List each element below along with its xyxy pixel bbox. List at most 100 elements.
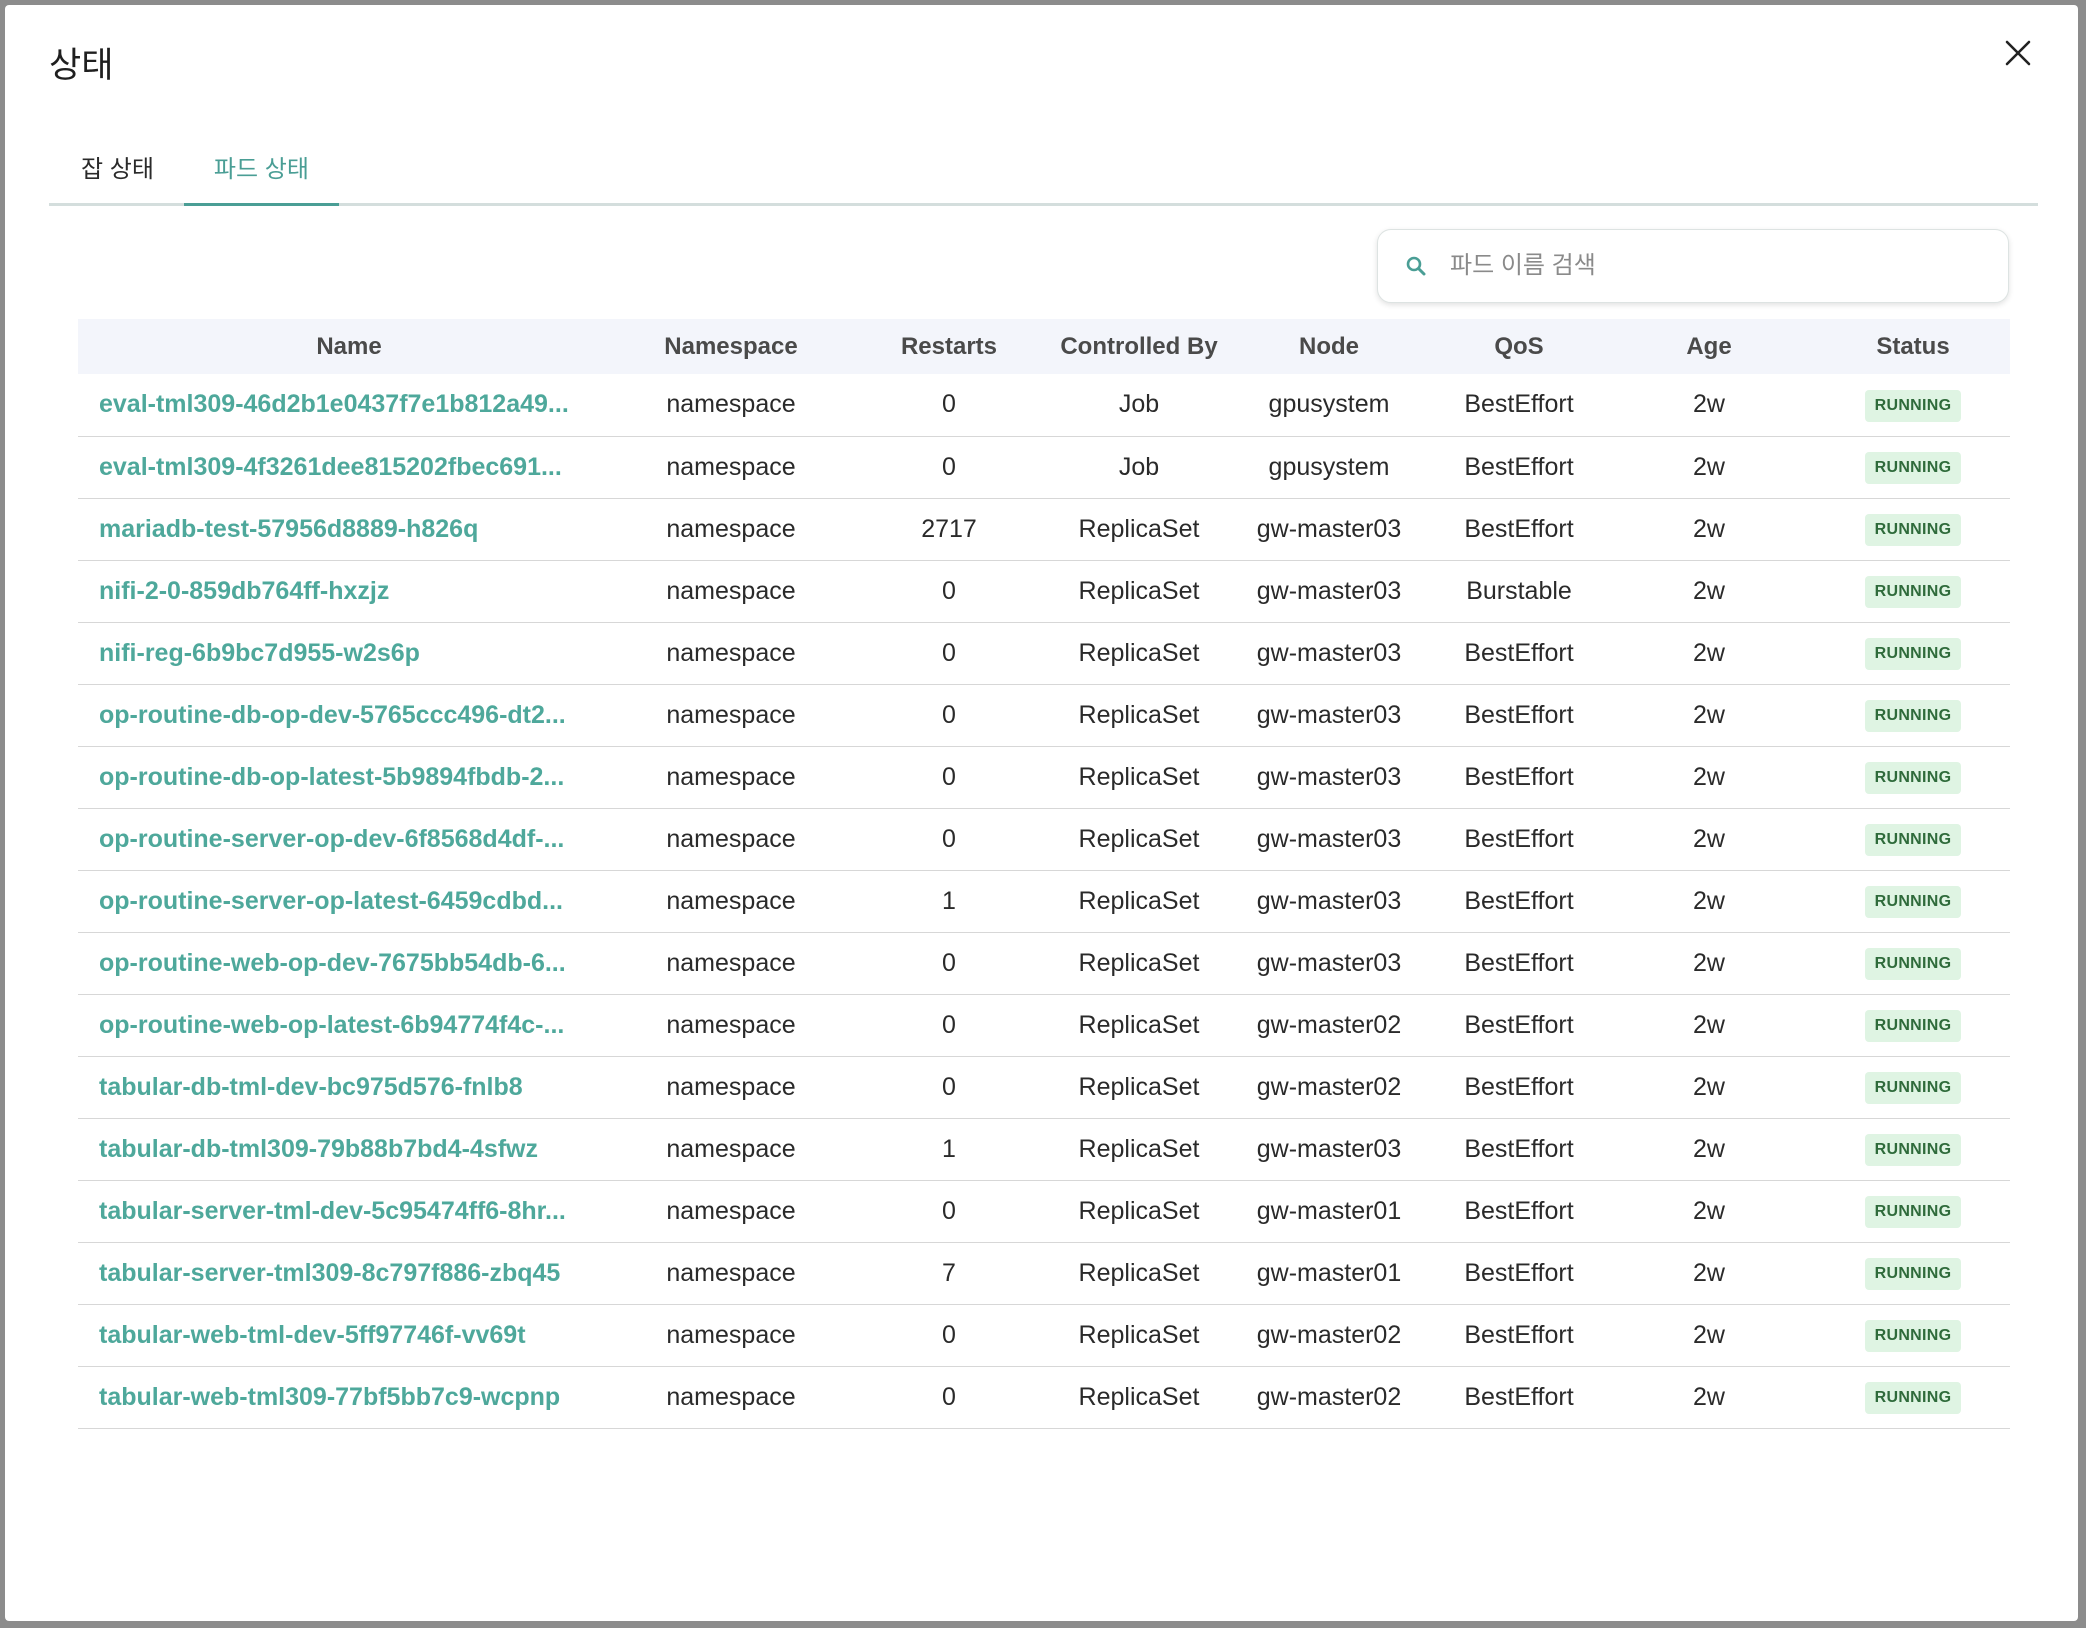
status-cell: RUNNING	[1816, 684, 2010, 746]
table-row: tabular-db-tml-dev-bc975d576-fnlb8 namesp…	[78, 1056, 2010, 1118]
age-cell: 2w	[1693, 1258, 1725, 1287]
pod-name-link[interactable]: tabular-server-tml309-8c797f886-zbq45	[99, 1258, 561, 1287]
qos-cell: BestEffort	[1464, 1196, 1574, 1225]
pod-status-modal: 상태 잡 상태 파드 상태	[5, 5, 2078, 1621]
age-cell: 2w	[1693, 390, 1725, 419]
column-header-restarts[interactable]: Restarts	[900, 332, 998, 360]
status-badge: RUNNING	[1864, 1196, 1962, 1228]
restarts-cell: 2717	[921, 514, 977, 543]
qos-cell: BestEffort	[1464, 390, 1574, 419]
status-badge: RUNNING	[1864, 824, 1962, 856]
qos-cell: BestEffort	[1464, 1320, 1574, 1349]
node-cell: gw-master02	[1256, 1010, 1402, 1039]
status-badge: RUNNING	[1864, 1382, 1962, 1414]
close-button[interactable]	[1998, 33, 2038, 73]
node-cell: gw-master01	[1256, 1258, 1402, 1287]
namespace-cell: namespace	[666, 390, 796, 419]
pod-name-link[interactable]: op-routine-db-op-latest-5b9894fbdb-2...	[99, 762, 565, 791]
controlled-by-cell: ReplicaSet	[1078, 948, 1200, 977]
restarts-cell: 7	[942, 1258, 956, 1287]
qos-cell: BestEffort	[1464, 1010, 1574, 1039]
namespace-cell: namespace	[666, 1196, 796, 1225]
pod-name-link[interactable]: tabular-web-tml309-77bf5bb7c9-wcpnp	[99, 1382, 561, 1411]
status-badge: RUNNING	[1864, 1072, 1962, 1104]
controlled-by-cell: ReplicaSet	[1078, 576, 1200, 605]
pod-name-link[interactable]: tabular-web-tml-dev-5ff97746f-vv69t	[99, 1320, 526, 1349]
restarts-cell: 0	[942, 638, 956, 667]
status-badge: RUNNING	[1864, 762, 1962, 794]
tab-pod-status[interactable]: 파드 상태	[183, 130, 339, 206]
controlled-by-cell: ReplicaSet	[1078, 1258, 1200, 1287]
pod-name-link[interactable]: eval-tml309-4f3261dee815202fbec691...	[99, 452, 562, 481]
qos-cell: Burstable	[1466, 576, 1572, 605]
qos-cell: BestEffort	[1464, 638, 1574, 667]
node-cell: gw-master03	[1256, 1134, 1402, 1163]
node-cell: gw-master03	[1256, 886, 1402, 915]
status-cell: RUNNING	[1816, 622, 2010, 684]
pod-name-link[interactable]: op-routine-server-op-latest-6459cdbd...	[99, 886, 563, 915]
controlled-by-cell: ReplicaSet	[1078, 1382, 1200, 1411]
pod-name-link[interactable]: mariadb-test-57956d8889-h826q	[99, 514, 479, 543]
status-badge: RUNNING	[1864, 1134, 1962, 1166]
namespace-cell: namespace	[666, 700, 796, 729]
pod-name-link[interactable]: nifi-2-0-859db764ff-hxzjz	[99, 576, 390, 605]
age-cell: 2w	[1693, 1134, 1725, 1163]
status-cell: RUNNING	[1816, 808, 2010, 870]
status-cell: RUNNING	[1816, 746, 2010, 808]
controlled-by-cell: ReplicaSet	[1078, 886, 1200, 915]
pod-name-link[interactable]: tabular-db-tml-dev-bc975d576-fnlb8	[99, 1072, 523, 1101]
status-badge: RUNNING	[1864, 1258, 1962, 1290]
node-cell: gw-master01	[1256, 1196, 1402, 1225]
controlled-by-cell: ReplicaSet	[1078, 700, 1200, 729]
pod-name-link[interactable]: op-routine-server-op-dev-6f8568d4df-...	[99, 824, 565, 853]
table-row: eval-tml309-46d2b1e0437f7e1b812a49... nam…	[78, 374, 2010, 436]
namespace-cell: namespace	[666, 638, 796, 667]
status-badge: RUNNING	[1864, 576, 1962, 608]
pods-table: Name Namespace Restarts Controlled By No…	[78, 319, 2010, 1429]
namespace-cell: namespace	[666, 886, 796, 915]
namespace-cell: namespace	[666, 948, 796, 977]
namespace-cell: namespace	[666, 1072, 796, 1101]
age-cell: 2w	[1693, 1072, 1725, 1101]
table-row: tabular-web-tml-dev-5ff97746f-vv69t names…	[78, 1304, 2010, 1366]
table-row: op-routine-db-op-latest-5b9894fbdb-2... n…	[78, 746, 2010, 808]
pod-name-link[interactable]: op-routine-web-op-latest-6b94774f4c-...	[99, 1010, 565, 1039]
column-header-status[interactable]: Status	[1876, 332, 1950, 360]
pod-name-link[interactable]: eval-tml309-46d2b1e0437f7e1b812a49...	[99, 390, 569, 419]
qos-cell: BestEffort	[1464, 762, 1574, 791]
namespace-cell: namespace	[666, 514, 796, 543]
column-header-qos[interactable]: QoS	[1494, 332, 1544, 360]
column-header-name[interactable]: Name	[316, 332, 382, 360]
node-cell: gpusystem	[1268, 452, 1390, 481]
pod-name-link[interactable]: tabular-server-tml-dev-5c95474ff6-8hr...	[99, 1196, 566, 1225]
pod-name-link[interactable]: op-routine-db-op-dev-5765ccc496-dt2...	[99, 700, 566, 729]
restarts-cell: 0	[942, 1072, 956, 1101]
restarts-cell: 0	[942, 1382, 956, 1411]
age-cell: 2w	[1693, 700, 1725, 729]
search-input[interactable]	[1448, 251, 1972, 281]
status-cell: RUNNING	[1816, 1180, 2010, 1242]
restarts-cell: 0	[942, 824, 956, 853]
column-header-age[interactable]: Age	[1686, 332, 1732, 360]
column-header-node[interactable]: Node	[1299, 332, 1359, 360]
pod-name-link[interactable]: op-routine-web-op-dev-7675bb54db-6...	[99, 948, 566, 977]
table-row: op-routine-db-op-dev-5765ccc496-dt2... na…	[78, 684, 2010, 746]
table-row: nifi-reg-6b9bc7d955-w2s6p namespace 0 Repli…	[78, 622, 2010, 684]
pod-name-link[interactable]: tabular-db-tml309-79b88b7bd4-4sfwz	[99, 1134, 538, 1163]
table-row: eval-tml309-4f3261dee815202fbec691... nam…	[78, 436, 2010, 498]
status-badge: RUNNING	[1864, 700, 1962, 732]
pod-name-link[interactable]: nifi-reg-6b9bc7d955-w2s6p	[99, 638, 420, 667]
restarts-cell: 0	[942, 762, 956, 791]
column-header-controlled-by[interactable]: Controlled By	[1060, 332, 1218, 360]
table-row: mariadb-test-57956d8889-h826q namespace 27…	[78, 498, 2010, 560]
status-cell: RUNNING	[1816, 374, 2010, 436]
node-cell: gw-master02	[1256, 1320, 1402, 1349]
controlled-by-cell: ReplicaSet	[1078, 762, 1200, 791]
table-row: nifi-2-0-859db764ff-hxzjz namespace 0 Repli…	[78, 560, 2010, 622]
column-header-namespace[interactable]: Namespace	[664, 332, 798, 360]
controlled-by-cell: ReplicaSet	[1078, 514, 1200, 543]
controlled-by-cell: ReplicaSet	[1078, 638, 1200, 667]
tab-job-status[interactable]: 잡 상태	[81, 156, 154, 183]
namespace-cell: namespace	[666, 762, 796, 791]
namespace-cell: namespace	[666, 1258, 796, 1287]
